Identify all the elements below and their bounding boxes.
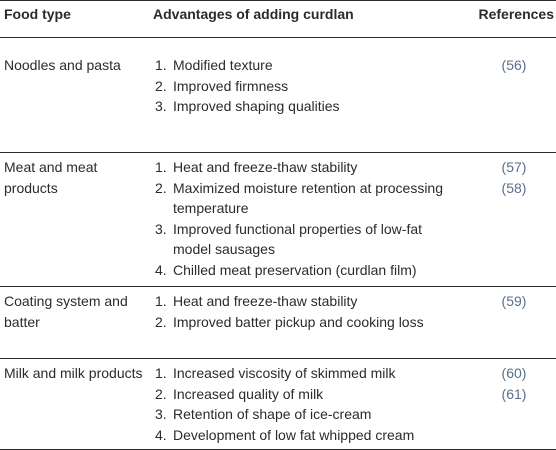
table-row: Coating system and batter 1. Heat and fre… <box>0 286 556 359</box>
item-text: Retention of shape of ice-cream <box>173 406 372 422</box>
item-text: Maximized moisture retention at processi… <box>173 179 444 217</box>
item-text: Heat and freeze-thaw stability <box>173 293 358 309</box>
food-type-cell: Milk and milk products <box>0 358 147 450</box>
list-item: 3. Retention of shape of ice-cream <box>155 404 464 425</box>
reference-link[interactable]: (57) <box>501 159 527 175</box>
advantages-cell: 1. Heat and freeze-thaw stability 2. Maxim… <box>147 152 464 287</box>
item-text: Development of low fat whipped cream <box>173 426 415 443</box>
list-item: 1. Increased viscosity of skimmed milk <box>155 363 464 384</box>
reference-link[interactable]: (59) <box>501 293 527 309</box>
food-type-cell: Noodles and pasta <box>0 37 147 153</box>
advantages-list: 1. Heat and freeze-thaw stability 2. Maxim… <box>155 157 464 280</box>
item-number: 1. <box>155 365 167 381</box>
item-text: Improved firmness <box>173 77 289 94</box>
advantages-cell: 1. Modified texture 2. Improved firmness 3… <box>147 37 464 153</box>
item-text: Improved functional properties of low-fa… <box>173 220 423 258</box>
header-advantages: Advantages of adding curdlan <box>147 0 464 38</box>
header-food-type: Food type <box>0 0 147 38</box>
item-text: Improved batter pickup and cooking loss <box>173 313 424 330</box>
item-number: 1. <box>155 159 167 175</box>
table-body: Noodles and pasta 1. Modified texture 2. I… <box>0 37 556 450</box>
advantages-cell: 1. Heat and freeze-thaw stability 2. Impro… <box>147 286 464 359</box>
item-text: Improved shaping qualities <box>173 98 340 114</box>
item-number: 1. <box>155 293 167 309</box>
references-cell: (59) <box>464 286 556 359</box>
food-type-cell: Meat and meat products <box>0 152 147 287</box>
item-number: 3. <box>155 220 167 237</box>
reference-link[interactable]: (60) <box>501 365 527 381</box>
list-item: 1. Heat and freeze-thaw stability <box>155 291 464 312</box>
list-item: 2. Maximized moisture retention at proces… <box>155 178 464 219</box>
list-item: 4. Chilled meat preservation (curdlan fil… <box>155 260 464 281</box>
references-cell: (57) (58) <box>464 152 556 287</box>
item-number: 4. <box>155 261 167 278</box>
item-number: 4. <box>155 426 167 443</box>
item-number: 3. <box>155 98 167 114</box>
item-text: Heat and freeze-thaw stability <box>173 159 358 175</box>
item-text: Increased viscosity of skimmed milk <box>173 365 396 381</box>
references-cell: (60) (61) <box>464 358 556 450</box>
references-cell: (56) <box>464 37 556 153</box>
advantages-list: 1. Modified texture 2. Improved firmness 3… <box>155 55 464 117</box>
advantages-cell: 1. Increased viscosity of skimmed milk 2.… <box>147 358 464 450</box>
item-number: 1. <box>155 57 167 73</box>
item-number: 2. <box>155 179 167 196</box>
reference-link[interactable]: (61) <box>501 385 527 402</box>
table-row: Meat and meat products 1. Heat and freeze… <box>0 152 556 287</box>
list-item: 2. Improved batter pickup and cooking los… <box>155 312 464 333</box>
item-number: 2. <box>155 77 167 94</box>
advantages-list: 1. Heat and freeze-thaw stability 2. Impro… <box>155 291 464 332</box>
header-row: Food type Advantages of adding curdlan R… <box>0 0 556 38</box>
list-item: 4. Development of low fat whipped cream <box>155 425 464 446</box>
list-item: 2. Improved firmness <box>155 76 464 97</box>
item-number: 2. <box>155 313 167 330</box>
advantages-list: 1. Increased viscosity of skimmed milk 2.… <box>155 363 464 445</box>
item-number: 3. <box>155 406 167 422</box>
list-item: 1. Modified texture <box>155 55 464 76</box>
list-item: 3. Improved functional properties of low-… <box>155 219 464 260</box>
header-references: References <box>464 0 556 38</box>
table-row: Milk and milk products 1. Increased visco… <box>0 358 556 450</box>
reference-link[interactable]: (58) <box>501 179 527 196</box>
list-item: 1. Heat and freeze-thaw stability <box>155 157 464 178</box>
list-item: 3. Improved shaping qualities <box>155 96 464 117</box>
item-text: Chilled meat preservation (curdlan film) <box>173 261 417 278</box>
reference-link[interactable]: (56) <box>501 57 527 73</box>
food-type-cell: Coating system and batter <box>0 286 147 359</box>
list-item: 2. Increased quality of milk <box>155 384 464 405</box>
item-number: 2. <box>155 385 167 402</box>
table-row: Noodles and pasta 1. Modified texture 2. I… <box>0 37 556 153</box>
table-header: Food type Advantages of adding curdlan R… <box>0 0 556 38</box>
item-text: Modified texture <box>173 57 273 73</box>
item-text: Increased quality of milk <box>173 385 324 402</box>
